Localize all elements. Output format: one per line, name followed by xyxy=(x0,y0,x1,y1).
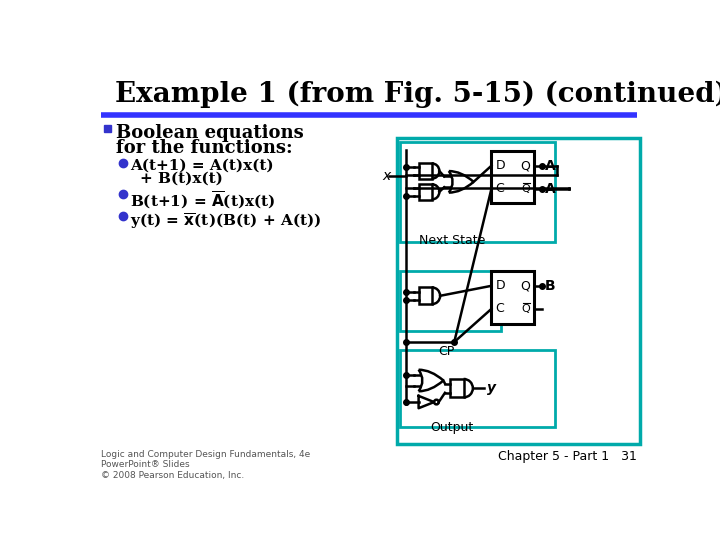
Text: D: D xyxy=(495,279,505,292)
Text: Logic and Computer Design Fundamentals, 4e
PowerPoint® Slides
© 2008 Pearson Edu: Logic and Computer Design Fundamentals, … xyxy=(101,450,310,480)
Text: Q: Q xyxy=(521,159,530,172)
Text: B: B xyxy=(545,279,556,293)
Text: + B(t)x(t): + B(t)x(t) xyxy=(140,172,222,186)
Text: Q: Q xyxy=(521,304,530,314)
Bar xyxy=(418,287,431,304)
Text: Next State: Next State xyxy=(419,234,485,247)
Bar xyxy=(418,184,431,200)
Bar xyxy=(492,151,534,204)
Text: Output: Output xyxy=(431,421,474,434)
Text: for the functions:: for the functions: xyxy=(117,139,293,157)
Text: B(t+1) = $\mathbf{\overline{A}}$(t)x(t): B(t+1) = $\mathbf{\overline{A}}$(t)x(t) xyxy=(130,190,276,211)
Text: C: C xyxy=(495,182,504,195)
Text: x: x xyxy=(382,170,391,184)
Bar xyxy=(492,271,534,323)
Text: y: y xyxy=(487,381,496,395)
Text: y(t) = $\mathbf{\overline{x}}$(t)(B(t) + A(t)): y(t) = $\mathbf{\overline{x}}$(t)(B(t) +… xyxy=(130,211,322,231)
Text: A(t+1) = A(t)x(t): A(t+1) = A(t)x(t) xyxy=(130,159,274,173)
Text: Example 1 (from Fig. 5-15) (continued): Example 1 (from Fig. 5-15) (continued) xyxy=(114,80,720,108)
Bar xyxy=(400,271,500,331)
Text: A: A xyxy=(545,159,556,173)
Bar xyxy=(449,379,464,397)
Text: Q: Q xyxy=(521,184,530,194)
Bar xyxy=(400,142,555,242)
Circle shape xyxy=(434,400,438,404)
Bar xyxy=(418,164,431,179)
Text: Boolean equations: Boolean equations xyxy=(117,124,304,142)
Text: D: D xyxy=(495,159,505,172)
Text: CP: CP xyxy=(438,345,454,358)
Text: A: A xyxy=(545,182,556,195)
Text: C: C xyxy=(495,302,504,315)
Bar xyxy=(104,125,111,132)
Bar xyxy=(400,350,555,427)
Bar xyxy=(397,138,640,444)
Text: Q: Q xyxy=(521,279,530,292)
Text: Chapter 5 - Part 1   31: Chapter 5 - Part 1 31 xyxy=(498,450,637,463)
